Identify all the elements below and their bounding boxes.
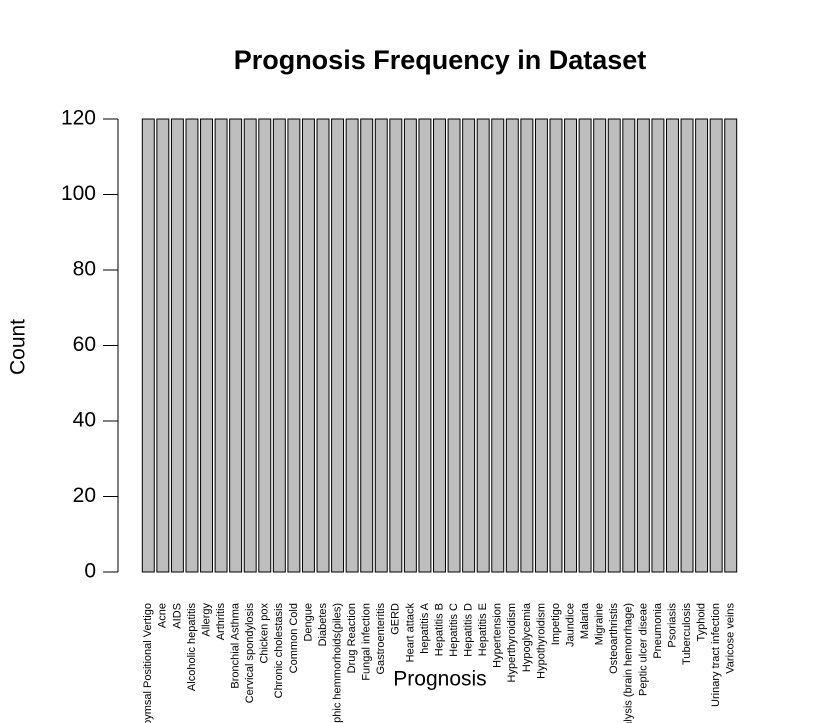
- y-tick-label: 80: [73, 258, 96, 281]
- bar: [243, 118, 257, 573]
- x-tick-label: Dengue: [302, 603, 314, 642]
- x-tick-label: Common Cold: [288, 603, 300, 673]
- x-tick-label: Hepatitis C: [448, 603, 460, 657]
- bar: [185, 118, 199, 573]
- y-axis-label: Count: [7, 319, 30, 375]
- y-tick-label: 40: [73, 409, 96, 432]
- chart-title: Prognosis Frequency in Dataset: [234, 45, 647, 75]
- x-tick-label: Impetigo: [550, 603, 562, 645]
- bar: [229, 118, 243, 573]
- x-tick-label: Alcoholic hepatitis: [186, 603, 198, 692]
- x-axis-label: Prognosis: [393, 668, 486, 691]
- x-tick-label: Gastroenteritis: [375, 603, 387, 675]
- bar: [564, 118, 578, 573]
- x-tick-label: Typhoid: [696, 603, 708, 642]
- x-tick-label: Hepatitis B: [433, 603, 445, 656]
- bar: [520, 118, 534, 573]
- bar: [607, 118, 621, 573]
- x-tick-label: Heart attack: [404, 603, 416, 663]
- bar: [403, 118, 417, 573]
- x-tick-label: Hypoglycemia: [521, 602, 533, 672]
- x-tick-label: Chronic cholestasis: [273, 603, 285, 699]
- bar: [374, 118, 388, 573]
- bar: [709, 118, 723, 573]
- x-tick-label: Drug Reaction: [346, 603, 358, 673]
- x-tick-label: Hypothyroidism: [535, 603, 547, 679]
- x-tick-label: (vertigo) Paroymsal Positional Vertigo: [142, 603, 154, 723]
- bar: [214, 118, 228, 573]
- x-tick-label: AIDS: [171, 603, 183, 629]
- bar: [301, 118, 315, 573]
- x-tick-label: Paralysis (brain hemorrhage): [623, 603, 635, 723]
- bar: [272, 118, 286, 573]
- bar: [666, 118, 679, 573]
- x-tick-label: Osteoarthristis: [608, 603, 620, 674]
- x-tick-label: Allergy: [200, 603, 212, 637]
- bar: [418, 118, 432, 573]
- bar: [534, 118, 548, 573]
- bar: [651, 118, 665, 573]
- x-tick-label: Urinary tract infection: [710, 603, 722, 707]
- bar: [476, 118, 490, 573]
- y-tick-label: 100: [61, 182, 96, 205]
- x-tick-label: Psoriasis: [666, 603, 678, 648]
- bar: [331, 118, 345, 573]
- bar: [593, 118, 607, 573]
- y-tick-label: 0: [84, 560, 96, 583]
- x-tick-label: hepatitis A: [419, 602, 431, 653]
- x-tick-label: Tuberculosis: [681, 603, 693, 665]
- bar: [622, 118, 636, 573]
- x-tick-label: Hepatitis D: [463, 603, 475, 657]
- bar: [505, 118, 519, 573]
- bar: [156, 118, 170, 573]
- x-tick-label: Dimorphic hemmorhoids(piles): [331, 603, 343, 723]
- bar: [549, 118, 563, 573]
- x-tick-label: Chicken pox: [259, 603, 271, 664]
- x-tick-label: Peptic ulcer diseae: [637, 603, 649, 696]
- y-tick-label: 60: [73, 333, 96, 356]
- x-tick-label: Acne: [157, 603, 169, 628]
- bar: [433, 118, 446, 573]
- y-tick-label: 20: [73, 484, 96, 507]
- bar: [360, 118, 374, 573]
- bar: [141, 118, 155, 573]
- x-tick-label: Pneumonia: [652, 602, 664, 659]
- bar: [200, 118, 213, 573]
- x-tick-label: Jaundice: [564, 603, 576, 647]
- x-tick-label: Migraine: [594, 603, 606, 645]
- x-tick-label: Hepatitis E: [477, 603, 489, 656]
- x-tick-label: Malaria: [579, 602, 591, 639]
- x-tick-label: Varicose veins: [725, 603, 737, 674]
- bar: [578, 118, 592, 573]
- bar: [258, 118, 272, 573]
- bar: [447, 118, 461, 573]
- x-tick-label: GERD: [390, 603, 402, 635]
- bar: [724, 118, 738, 573]
- bar: [316, 118, 330, 573]
- x-tick-label: Cervical spondylosis: [244, 603, 256, 704]
- bar: [636, 118, 650, 573]
- bar: [170, 118, 184, 573]
- bar: [491, 118, 505, 573]
- x-tick-label: Hypertension: [492, 603, 504, 668]
- bar: [345, 118, 359, 573]
- bar: [695, 118, 709, 573]
- x-tick-label: Arthritis: [215, 603, 227, 641]
- bar: [462, 118, 476, 573]
- bar: [389, 118, 403, 573]
- x-tick-label: Hyperthyroidism: [506, 603, 518, 682]
- x-tick-label: Fungal infection: [361, 603, 373, 681]
- bar: [680, 118, 694, 573]
- y-tick-label: 120: [61, 107, 96, 130]
- x-tick-label: Diabetes: [317, 603, 329, 647]
- x-tick-label: Bronchial Asthma: [230, 602, 242, 688]
- bar: [287, 118, 301, 573]
